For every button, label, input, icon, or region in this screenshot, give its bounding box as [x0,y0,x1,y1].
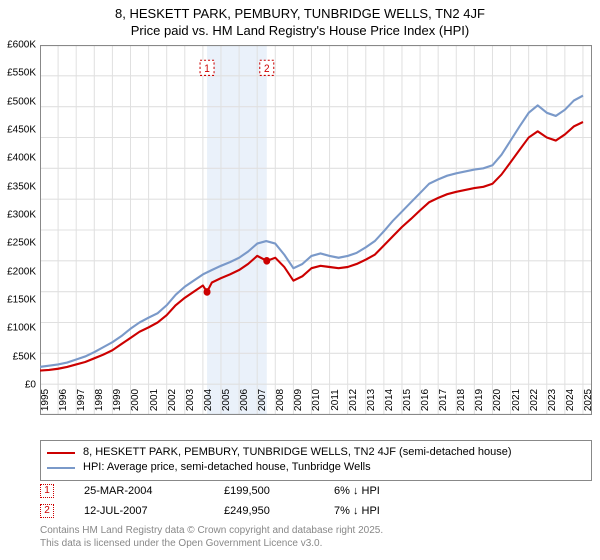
x-tick-label: 2022 [529,389,540,411]
marker-row-2: 2 12-JUL-2007 £249,950 7% ↓ HPI [40,501,592,521]
title-subtitle: Price paid vs. HM Land Registry's House … [0,23,600,40]
footer-line1: Contains HM Land Registry data © Crown c… [40,524,383,537]
x-tick-label: 2019 [474,389,485,411]
title-block: 8, HESKETT PARK, PEMBURY, TUNBRIDGE WELL… [0,0,600,40]
chart-container: 8, HESKETT PARK, PEMBURY, TUNBRIDGE WELL… [0,0,600,560]
x-tick-label: 2006 [239,389,250,411]
y-tick-label: £250K [7,238,36,249]
x-tick-label: 1998 [94,389,105,411]
x-tick-label: 2015 [402,389,413,411]
chart-svg: 12 [40,45,592,415]
x-tick-label: 2016 [420,389,431,411]
x-tick-label: 2021 [511,389,522,411]
marker-row-1: 1 25-MAR-2004 £199,500 6% ↓ HPI [40,481,592,501]
legend-swatch-hpi [47,467,75,469]
x-tick-label: 2014 [384,389,395,411]
svg-text:1: 1 [204,64,210,75]
x-tick-label: 1997 [76,389,87,411]
legend-box: 8, HESKETT PARK, PEMBURY, TUNBRIDGE WELL… [40,440,592,481]
y-axis-labels: £0£50K£100K£150K£200K£250K£300K£350K£400… [0,45,38,385]
x-tick-label: 2012 [348,389,359,411]
x-tick-label: 2020 [492,389,503,411]
x-tick-label: 1999 [112,389,123,411]
marker-date-1: 25-MAR-2004 [84,485,194,497]
x-tick-label: 2007 [257,389,268,411]
marker-price-1: £199,500 [224,485,304,497]
footer-line2: This data is licensed under the Open Gov… [40,537,383,550]
y-tick-label: £500K [7,96,36,107]
x-tick-label: 2010 [311,389,322,411]
footer: Contains HM Land Registry data © Crown c… [40,524,383,550]
marker-delta-2: 7% ↓ HPI [334,505,424,517]
x-tick-label: 2003 [185,389,196,411]
x-tick-label: 2008 [275,389,286,411]
x-tick-label: 2005 [221,389,232,411]
legend-row-property: 8, HESKETT PARK, PEMBURY, TUNBRIDGE WELL… [47,445,585,460]
legend-label-hpi: HPI: Average price, semi-detached house,… [83,460,371,475]
y-tick-label: £600K [7,40,36,51]
marker-badge-1: 1 [40,484,54,498]
x-tick-label: 2018 [456,389,467,411]
marker-delta-1: 6% ↓ HPI [334,485,424,497]
y-tick-label: £450K [7,125,36,136]
x-tick-label: 2000 [130,389,141,411]
x-tick-label: 2002 [167,389,178,411]
y-tick-label: £550K [7,68,36,79]
x-tick-label: 1996 [58,389,69,411]
svg-text:2: 2 [264,64,270,75]
y-tick-label: £50K [13,351,36,362]
y-tick-label: £0 [25,380,36,391]
x-tick-label: 2025 [583,389,594,411]
legend-swatch-property [47,452,75,454]
marker-price-2: £249,950 [224,505,304,517]
x-tick-label: 2009 [293,389,304,411]
chart-area: 12 [40,45,592,415]
y-tick-label: £400K [7,153,36,164]
x-tick-label: 2024 [565,389,576,411]
x-tick-label: 2017 [438,389,449,411]
x-tick-label: 2013 [366,389,377,411]
marker-badge-2: 2 [40,504,54,518]
x-axis-labels: 1995 1996 1997 1998 1999 2000 2001 2002 2003 2004… [40,390,592,420]
y-tick-label: £200K [7,266,36,277]
y-tick-label: £350K [7,181,36,192]
x-tick-label: 2004 [203,389,214,411]
legend-row-hpi: HPI: Average price, semi-detached house,… [47,460,585,475]
y-tick-label: £300K [7,210,36,221]
x-tick-label: 2023 [547,389,558,411]
marker-date-2: 12-JUL-2007 [84,505,194,517]
x-tick-label: 2011 [330,389,341,411]
y-tick-label: £100K [7,323,36,334]
x-tick-label: 2001 [149,389,160,411]
title-address: 8, HESKETT PARK, PEMBURY, TUNBRIDGE WELL… [0,6,600,23]
marker-table: 1 25-MAR-2004 £199,500 6% ↓ HPI 2 12-JUL… [40,481,592,521]
legend-label-property: 8, HESKETT PARK, PEMBURY, TUNBRIDGE WELL… [83,445,512,460]
y-tick-label: £150K [7,295,36,306]
x-tick-label: 1995 [40,389,51,411]
